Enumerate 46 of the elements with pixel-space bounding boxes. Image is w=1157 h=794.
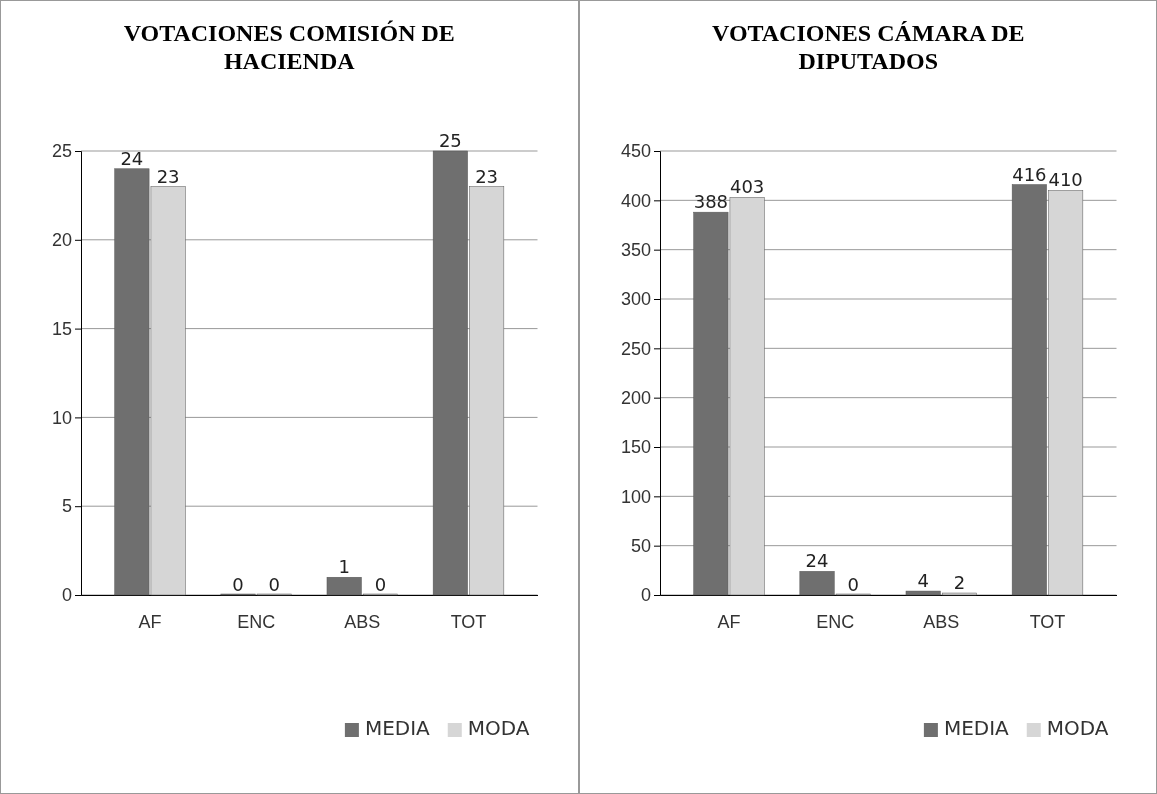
y-tick-label: 250: [620, 338, 651, 359]
legend-label: MEDIA: [364, 716, 431, 740]
y-tick-label: 300: [620, 289, 651, 310]
legend-label: MODA: [1046, 716, 1109, 740]
data-label: 23: [156, 165, 180, 187]
y-tick-label: 15: [51, 318, 72, 339]
data-label: 24: [805, 550, 828, 572]
data-label: 388: [693, 191, 728, 213]
data-label: 2: [953, 572, 965, 594]
data-label: 403: [729, 176, 764, 198]
data-label: 0: [232, 574, 244, 595]
y-tick-label: 350: [620, 239, 651, 260]
data-label: 1: [338, 556, 350, 578]
y-tick-label: 100: [620, 486, 651, 507]
data-label: 0: [374, 574, 387, 595]
y-tick-label: 25: [51, 141, 72, 162]
data-label: 25: [438, 130, 462, 151]
y-tick-label: 400: [620, 190, 651, 211]
y-tick-label: 5: [61, 496, 72, 517]
y-tick-label: 150: [620, 437, 651, 458]
data-label: 4: [916, 570, 929, 592]
y-tick-label: 10: [51, 407, 72, 428]
data-label: 23: [475, 165, 499, 187]
y-tick-label: 20: [51, 230, 72, 251]
legend-label: MODA: [467, 716, 530, 740]
x-tick-label: AF: [138, 611, 162, 632]
data-label: 24: [120, 147, 144, 169]
x-tick-label: ENC: [237, 611, 276, 632]
data-label: 416: [1011, 163, 1047, 185]
x-tick-label: ENC: [815, 611, 854, 632]
x-tick-label: ABS: [922, 611, 959, 632]
y-tick-label: 0: [640, 585, 651, 606]
y-tick-label: 450: [620, 141, 651, 162]
x-tick-label: AF: [717, 611, 741, 632]
data-label: 410: [1047, 169, 1083, 191]
x-tick-label: ABS: [344, 611, 381, 632]
data-label: 0: [847, 574, 859, 595]
chart-title: VOTACIONES CÁMARA DE DIPUTADOS: [711, 20, 1024, 74]
y-tick-label: 200: [620, 387, 651, 408]
data-label: 0: [268, 574, 281, 595]
legend-label: MEDIA: [943, 716, 1009, 740]
y-tick-label: 50: [630, 535, 651, 556]
x-tick-label: TOT: [450, 611, 487, 632]
chart-title: VOTACIONES COMISIÓN DE HACIENDA: [123, 20, 455, 74]
x-tick-label: TOT: [1029, 611, 1065, 632]
y-tick-label: 0: [61, 585, 72, 606]
